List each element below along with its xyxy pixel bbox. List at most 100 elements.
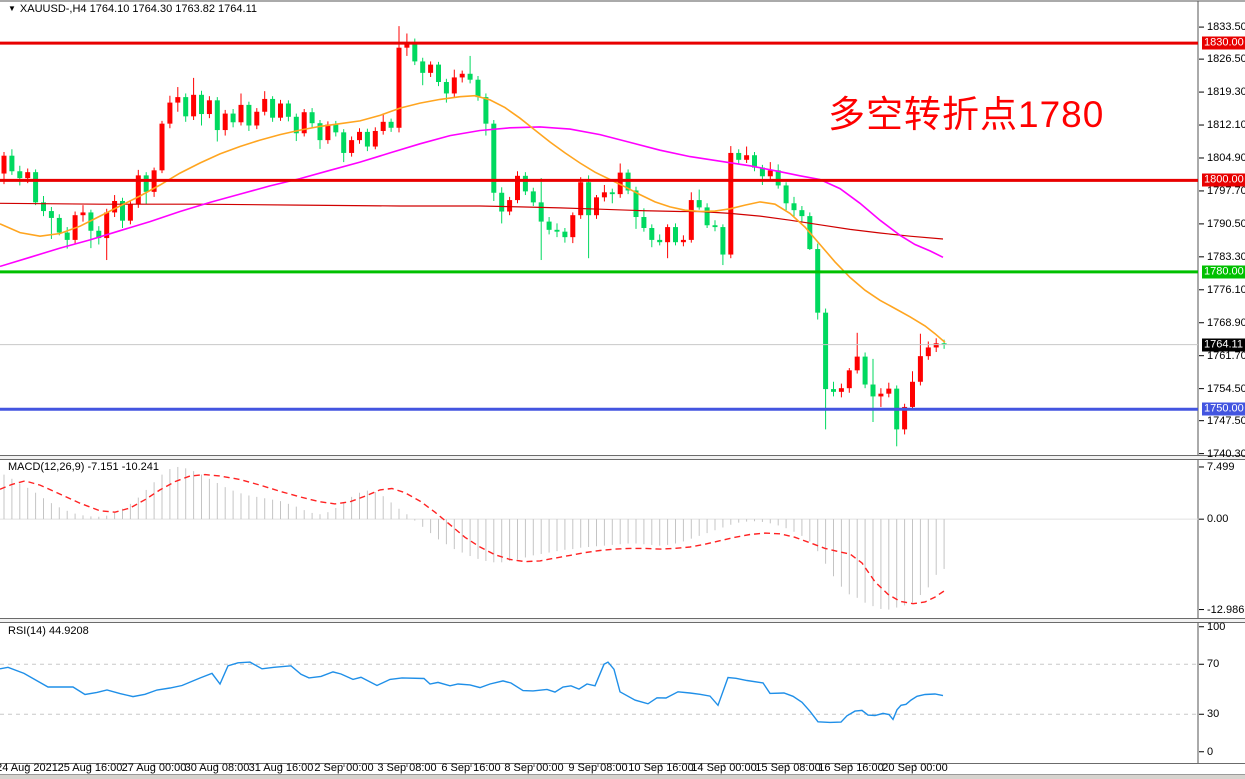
- candle-body: [791, 203, 797, 211]
- candle-body: [910, 381, 915, 407]
- candle-body: [657, 239, 663, 243]
- candle-body: [9, 155, 15, 172]
- price-tick-label: 1768.90: [1207, 316, 1245, 329]
- candle-body: [96, 230, 102, 239]
- chart-annotation-text: 多空转折点1780: [828, 94, 1105, 135]
- candle-body: [823, 312, 829, 390]
- candle-body: [491, 123, 497, 193]
- time-tick-label: 15 Sep 08:00: [755, 762, 821, 774]
- price-badge-1750.00: 1750.00: [1202, 402, 1245, 416]
- price-badge-1764.11: 1764.11: [1202, 338, 1245, 352]
- candle-body: [428, 64, 434, 73]
- macd-signal-line: [0, 473, 946, 605]
- candle-body: [396, 47, 402, 128]
- candle-body: [704, 207, 710, 226]
- candle-body: [499, 192, 505, 212]
- time-tick-label: 31 Aug 16:00: [248, 762, 314, 774]
- candle-body: [17, 171, 23, 179]
- candle-body: [175, 97, 181, 103]
- candle-body: [191, 94, 197, 117]
- candle-body: [25, 172, 31, 179]
- candle-body: [159, 123, 165, 171]
- price-badge-1830.00: 1830.00: [1202, 36, 1245, 50]
- candle-body: [578, 182, 584, 216]
- candle-body: [507, 200, 513, 212]
- price-tick-label: 1754.50: [1207, 382, 1245, 395]
- candle-body: [80, 212, 86, 216]
- time-tick-label: 10 Sep 16:00: [628, 762, 694, 774]
- candle-body: [530, 191, 536, 203]
- candle-body: [388, 121, 394, 128]
- price-tick-label: 1776.10: [1207, 283, 1245, 296]
- candle-body: [230, 113, 236, 123]
- candle-body: [459, 73, 465, 78]
- candle-body: [878, 393, 884, 397]
- candle-body: [357, 131, 362, 141]
- candle-body: [601, 192, 607, 198]
- time-tick-label: 16 Sep 16:00: [818, 762, 884, 774]
- time-tick-label: 27 Aug 00:00: [121, 762, 187, 774]
- candle-body: [831, 389, 836, 392]
- pane-separator: [0, 456, 1245, 459]
- candle-body: [380, 121, 386, 131]
- candle-body: [838, 388, 844, 392]
- candle-body: [562, 231, 568, 238]
- candle-body: [673, 227, 678, 243]
- candle-body: [752, 155, 757, 168]
- candle-body: [104, 212, 110, 239]
- candle-body: [783, 185, 789, 204]
- rsi-tick-label: 100: [1207, 620, 1226, 633]
- candle-body: [120, 200, 125, 221]
- candle-body: [736, 152, 742, 160]
- candle-body: [443, 82, 449, 94]
- macd-tick-label: -12.986: [1207, 603, 1245, 616]
- price-tick-label: 1826.50: [1207, 53, 1245, 66]
- candle-body: [333, 124, 339, 133]
- candle-body: [696, 200, 702, 208]
- candle-body: [293, 116, 299, 134]
- candle-body: [412, 44, 418, 62]
- candle-body: [609, 192, 615, 195]
- candle-body: [135, 175, 141, 205]
- time-tick-label: 20 Sep 00:00: [882, 762, 948, 774]
- price-tick-label: 1740.30: [1207, 447, 1245, 460]
- candle-body: [404, 44, 410, 48]
- price-badge-1780.00: 1780.00: [1202, 265, 1245, 279]
- candle-body: [214, 100, 220, 131]
- chart-title: ▼ XAUUSD-,H4 1764.10 1764.30 1763.82 1764…: [8, 3, 257, 15]
- candle-body: [341, 132, 347, 153]
- candle-body: [854, 356, 860, 371]
- candle-body: [183, 97, 189, 117]
- candle-body: [262, 98, 268, 112]
- chart-title-text: XAUUSD-,H4 1764.10 1764.30 1763.82 1764.…: [19, 3, 258, 15]
- time-tick-label: 2 Sep 00:00: [314, 762, 374, 774]
- candle-body: [538, 202, 544, 222]
- macd-tick-label: 0.00: [1207, 513, 1229, 526]
- candle-body: [167, 102, 173, 124]
- time-tick-label: 25 Aug 16:00: [57, 762, 123, 774]
- candle-body: [112, 200, 118, 213]
- symbol-dropdown-icon[interactable]: ▼: [8, 4, 16, 13]
- time-tick-label: 24 Aug 2021: [0, 762, 58, 774]
- candle-body: [420, 61, 426, 73]
- candle-body: [546, 221, 552, 230]
- ma-mid-line: [0, 126, 944, 268]
- price-tick-label: 1812.10: [1207, 119, 1245, 132]
- candle-body: [712, 225, 718, 228]
- price-tick-label: 1833.50: [1207, 21, 1245, 34]
- candle-body: [815, 249, 821, 313]
- candle-body: [554, 229, 560, 232]
- window-bottom-strip: [0, 774, 1245, 779]
- time-tick-label: 6 Sep 16:00: [441, 762, 501, 774]
- candle-body: [254, 111, 260, 126]
- rsi-line: [0, 661, 944, 724]
- candle-body: [206, 100, 212, 115]
- macd-tick-label: 7.499: [1207, 460, 1235, 473]
- rsi-tick-label: 30: [1207, 708, 1220, 721]
- candle-body: [143, 175, 149, 192]
- candle-body: [451, 77, 457, 94]
- candle-body: [270, 98, 276, 118]
- candle-body: [680, 239, 686, 243]
- time-tick-label: 30 Aug 08:00: [184, 762, 250, 774]
